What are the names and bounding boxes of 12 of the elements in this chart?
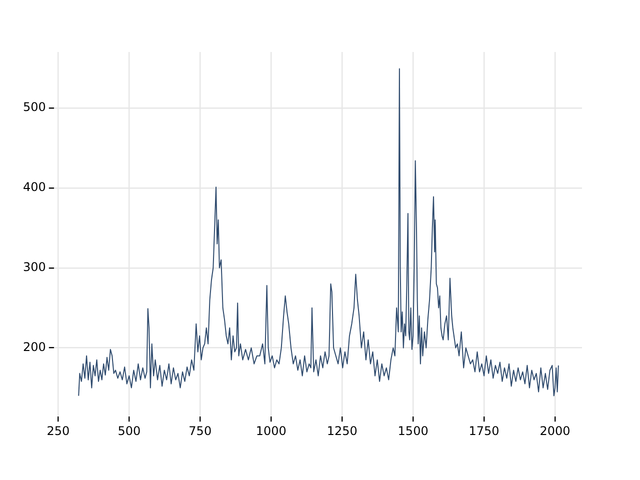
x-tick-label: 250: [46, 424, 70, 438]
x-tick-label: 1750: [468, 424, 500, 438]
x-tick-label: 750: [188, 424, 212, 438]
y-tick-label: 500: [23, 100, 46, 114]
y-tick-label: 200: [23, 340, 46, 354]
x-tick-label: 1500: [398, 424, 428, 438]
x-tick-label: 1000: [256, 424, 286, 438]
x-tick-label: 500: [118, 424, 141, 438]
y-tick-label: 300: [23, 260, 46, 274]
x-tick-label: 2000: [540, 424, 570, 438]
y-tick-label: 400: [23, 180, 46, 194]
x-tick-label: 1250: [326, 424, 358, 438]
